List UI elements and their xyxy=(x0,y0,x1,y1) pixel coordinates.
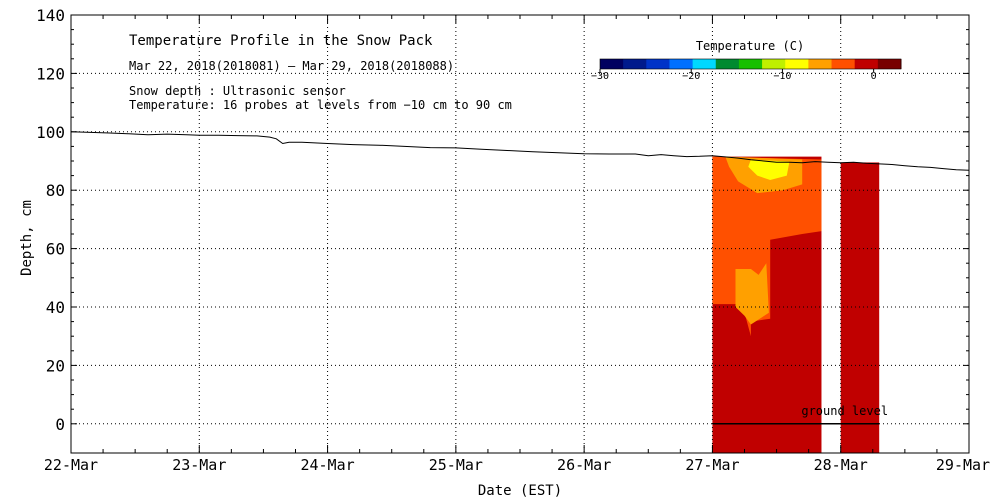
y-tick-label: 100 xyxy=(36,123,65,142)
snow-depth-note: Snow depth : Ultrasonic sensor xyxy=(129,84,346,98)
colorbar-cell xyxy=(877,59,902,69)
colorbar-cell xyxy=(785,59,809,69)
colorbar-tick-label: −30 xyxy=(591,71,609,82)
colorbar-cell xyxy=(600,59,624,69)
y-tick-label: 60 xyxy=(46,240,65,259)
temperature-region-2 xyxy=(735,263,769,325)
ground-level-label: ground level xyxy=(801,404,888,418)
chart-title: Temperature Profile in the Snow Pack xyxy=(129,33,433,49)
x-tick-label: 23-Mar xyxy=(172,456,226,474)
y-axis: 0 20 40 60 80 100 120 140 xyxy=(36,6,969,434)
x-tick-label: 27-Mar xyxy=(685,456,739,474)
y-tick-label: 80 xyxy=(46,181,65,200)
y-tick-label: 20 xyxy=(46,356,65,375)
probes-note: Temperature: 16 probes at levels from −1… xyxy=(129,98,512,112)
x-axis: 22-Mar 23-Mar 24-Mar 25-Mar 26-Mar 27-Mar 28-M… xyxy=(44,15,990,474)
colorbar-frame xyxy=(599,58,902,70)
x-tick-label: 24-Mar xyxy=(300,456,354,474)
y-tick-label: 140 xyxy=(36,6,65,25)
colorbar-cell xyxy=(762,59,786,69)
y-tick-label: 40 xyxy=(46,298,65,317)
x-tick-label: 28-Mar xyxy=(814,456,868,474)
colorbar-cell xyxy=(715,59,740,69)
colorbar-cell xyxy=(669,59,694,69)
x-tick-label: 25-Mar xyxy=(429,456,483,474)
colorbar-cell xyxy=(738,59,763,69)
colorbar-cell xyxy=(831,59,856,69)
y-tick-label: 120 xyxy=(36,64,65,83)
colorbar-tick-label: −20 xyxy=(682,71,700,82)
colorbar-cell xyxy=(692,59,717,69)
snow-depth-line xyxy=(70,131,970,171)
temperature-band-2 xyxy=(840,162,880,453)
x-tick-label: 22-Mar xyxy=(44,456,98,474)
colorbar-tick-label: −10 xyxy=(773,71,791,82)
temperature-fill xyxy=(712,156,880,453)
y-tick-label: 0 xyxy=(55,415,65,434)
colorbar-cell xyxy=(854,59,879,69)
colorbar-label: Temperature (C) xyxy=(696,39,804,53)
colorbar-tick-label: 0 xyxy=(871,71,877,82)
plot-frame xyxy=(70,14,970,454)
colorbar-cell xyxy=(623,59,647,69)
x-axis-label: Date (EST) xyxy=(478,483,562,499)
y-axis-label: Depth, cm xyxy=(19,200,35,276)
colorbar-cell xyxy=(646,59,670,69)
colorbar-cell xyxy=(808,59,833,69)
x-tick-label: 29-Mar xyxy=(936,456,990,474)
x-tick-label: 26-Mar xyxy=(557,456,611,474)
grid-lines xyxy=(71,14,969,453)
temperature-region-4 xyxy=(748,159,790,180)
colorbar: Temperature (C) −30 −20 −10 0 xyxy=(591,39,902,82)
date-range: Mar 22, 2018(2018081) – Mar 29, 2018(201… xyxy=(129,59,454,73)
